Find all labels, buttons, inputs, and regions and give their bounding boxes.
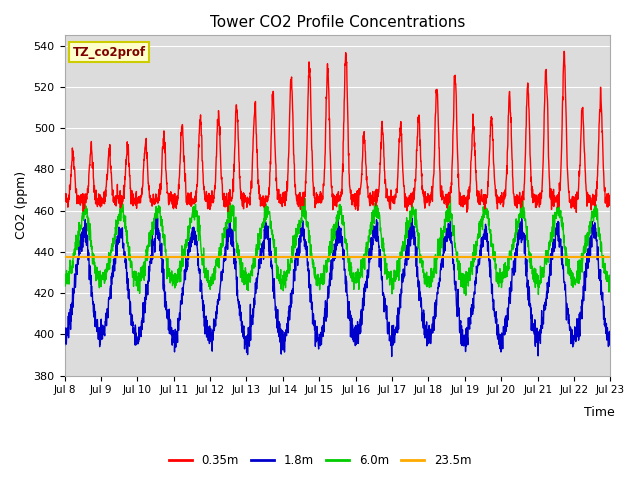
X-axis label: Time: Time (584, 406, 615, 419)
Text: TZ_co2prof: TZ_co2prof (73, 46, 146, 59)
Legend: 0.35m, 1.8m, 6.0m, 23.5m: 0.35m, 1.8m, 6.0m, 23.5m (164, 449, 476, 472)
Y-axis label: CO2 (ppm): CO2 (ppm) (15, 171, 28, 240)
Title: Tower CO2 Profile Concentrations: Tower CO2 Profile Concentrations (210, 15, 465, 30)
